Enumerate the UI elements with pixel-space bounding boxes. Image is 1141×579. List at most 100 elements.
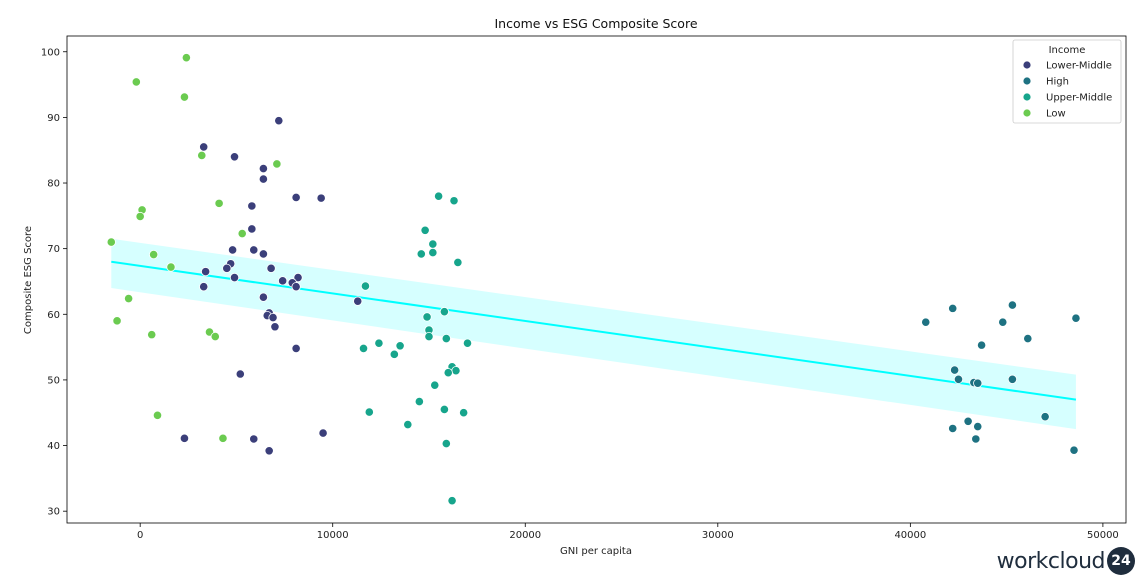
point-low xyxy=(135,211,145,222)
legend-box xyxy=(1012,39,1122,124)
point-upper-middle xyxy=(360,281,371,291)
axis-ticks: 0 10000 20000 30000 40000 50000 30 40 50 60 70 80 90… xyxy=(41,47,1119,541)
point-lower-middle xyxy=(291,343,301,354)
regression-line-layer xyxy=(111,260,1077,401)
point-lower-middle xyxy=(235,369,245,379)
point-upper-middle xyxy=(389,349,399,359)
point-low xyxy=(181,53,191,63)
y-tick-label: 30 xyxy=(47,507,60,518)
point-high xyxy=(921,317,931,327)
y-tick-label: 80 xyxy=(47,179,60,190)
point-upper-middle xyxy=(395,341,405,351)
point-lower-middle xyxy=(247,224,257,234)
point-lower-middle xyxy=(258,163,268,174)
point-high xyxy=(973,421,983,432)
point-lower-middle xyxy=(249,434,259,444)
point-lower-middle xyxy=(274,116,284,126)
y-tick-label: 90 xyxy=(47,113,60,124)
point-low xyxy=(197,150,207,161)
point-low xyxy=(166,262,176,272)
point-upper-middle xyxy=(420,225,430,235)
point-high xyxy=(1071,313,1081,323)
x-tick-label: 50000 xyxy=(1087,530,1119,541)
point-lower-middle xyxy=(353,296,363,306)
point-low xyxy=(124,293,134,304)
point-upper-middle xyxy=(374,338,384,348)
point-upper-middle xyxy=(358,343,369,354)
legend: Income Lower-Middle High Upper-Middle Low xyxy=(1012,39,1122,124)
legend-marker-low xyxy=(1022,108,1032,118)
point-upper-middle xyxy=(443,368,453,378)
point-lower-middle xyxy=(179,433,190,443)
point-high xyxy=(976,340,987,350)
point-low xyxy=(214,198,224,208)
y-tick-label: 70 xyxy=(47,244,60,255)
point-upper-middle xyxy=(424,332,434,342)
point-high xyxy=(971,434,981,444)
point-lower-middle xyxy=(293,272,303,283)
point-lower-middle xyxy=(258,174,268,184)
point-low xyxy=(106,237,116,247)
point-high xyxy=(1023,333,1033,344)
point-upper-middle xyxy=(439,404,449,415)
point-high xyxy=(948,303,958,313)
point-upper-middle xyxy=(453,257,463,268)
point-upper-middle xyxy=(428,239,438,249)
plot-frame xyxy=(66,35,1127,524)
point-low xyxy=(210,332,220,342)
point-low xyxy=(237,228,247,239)
point-lower-middle xyxy=(318,428,328,438)
point-lower-middle xyxy=(270,322,280,332)
legend-marker-lower-middle xyxy=(1022,60,1032,70)
point-lower-middle xyxy=(278,276,288,286)
workcloud-logo: workcloud 24 xyxy=(997,547,1135,575)
point-upper-middle xyxy=(447,496,457,506)
point-low xyxy=(218,433,228,443)
regression-line xyxy=(111,260,1077,401)
point-low xyxy=(179,92,190,102)
legend-label-high: High xyxy=(1046,77,1069,88)
point-low xyxy=(272,159,282,169)
confidence-band xyxy=(111,238,1076,430)
point-lower-middle xyxy=(268,312,278,323)
point-lower-middle xyxy=(264,446,274,456)
legend-title: Income xyxy=(1049,45,1086,56)
point-low xyxy=(152,410,163,420)
point-high xyxy=(1069,445,1079,455)
point-lower-middle xyxy=(258,292,268,302)
point-lower-middle xyxy=(201,267,211,277)
legend-label-lower-middle: Lower-Middle xyxy=(1046,61,1112,72)
point-lower-middle xyxy=(247,201,257,211)
point-low xyxy=(147,330,157,340)
point-upper-middle xyxy=(441,333,451,344)
confidence-band-layer xyxy=(111,238,1076,430)
point-high xyxy=(948,423,958,434)
point-upper-middle xyxy=(364,407,374,417)
point-high xyxy=(1007,300,1017,310)
point-high xyxy=(1007,374,1017,384)
point-upper-middle xyxy=(459,408,469,418)
point-lower-middle xyxy=(199,282,209,292)
point-upper-middle xyxy=(439,307,449,317)
point-upper-middle xyxy=(403,419,413,430)
legend-marker-upper-middle xyxy=(1022,92,1032,102)
point-upper-middle xyxy=(414,396,424,407)
point-upper-middle xyxy=(434,191,444,201)
point-upper-middle xyxy=(462,338,473,348)
point-lower-middle xyxy=(258,249,268,259)
y-tick-label: 50 xyxy=(47,375,60,386)
y-axis-label: Composite ESG Score xyxy=(23,226,34,334)
point-upper-middle xyxy=(451,366,461,376)
point-lower-middle xyxy=(227,245,238,255)
point-upper-middle xyxy=(441,438,451,449)
points-layer xyxy=(106,53,1081,506)
point-upper-middle xyxy=(416,249,426,259)
legend-label-upper-middle: Upper-Middle xyxy=(1046,93,1112,104)
point-upper-middle xyxy=(428,247,438,258)
point-low xyxy=(149,249,159,260)
point-lower-middle xyxy=(222,263,232,273)
point-lower-middle xyxy=(266,263,276,273)
x-tick-label: 20000 xyxy=(509,530,541,541)
point-high xyxy=(953,374,964,384)
